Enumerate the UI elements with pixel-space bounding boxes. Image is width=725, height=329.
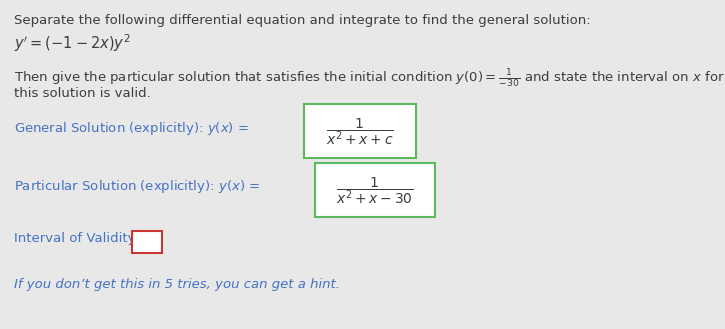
FancyBboxPatch shape [315,163,435,217]
FancyBboxPatch shape [304,104,416,158]
Text: If you don’t get this in 5 tries, you can get a hint.: If you don’t get this in 5 tries, you ca… [14,278,340,291]
Text: $y' = (-1-2x)y^2$: $y' = (-1-2x)y^2$ [14,32,130,54]
Text: $\dfrac{1}{x^2+x+c}$: $\dfrac{1}{x^2+x+c}$ [326,116,394,147]
Text: Interval of Validity:: Interval of Validity: [14,232,139,245]
Text: Particular Solution (explicitly): $y(x)$ =: Particular Solution (explicitly): $y(x)$… [14,178,260,195]
Text: $\dfrac{1}{x^2+x-30}$: $\dfrac{1}{x^2+x-30}$ [336,176,414,207]
Text: General Solution (explicitly): $y(x)$ =: General Solution (explicitly): $y(x)$ = [14,120,249,137]
Text: Separate the following differential equation and integrate to find the general s: Separate the following differential equa… [14,14,591,27]
Text: this solution is valid.: this solution is valid. [14,87,151,100]
FancyBboxPatch shape [132,231,162,253]
Text: Then give the particular solution that satisfies the initial condition $y(0) = \: Then give the particular solution that s… [14,68,725,90]
